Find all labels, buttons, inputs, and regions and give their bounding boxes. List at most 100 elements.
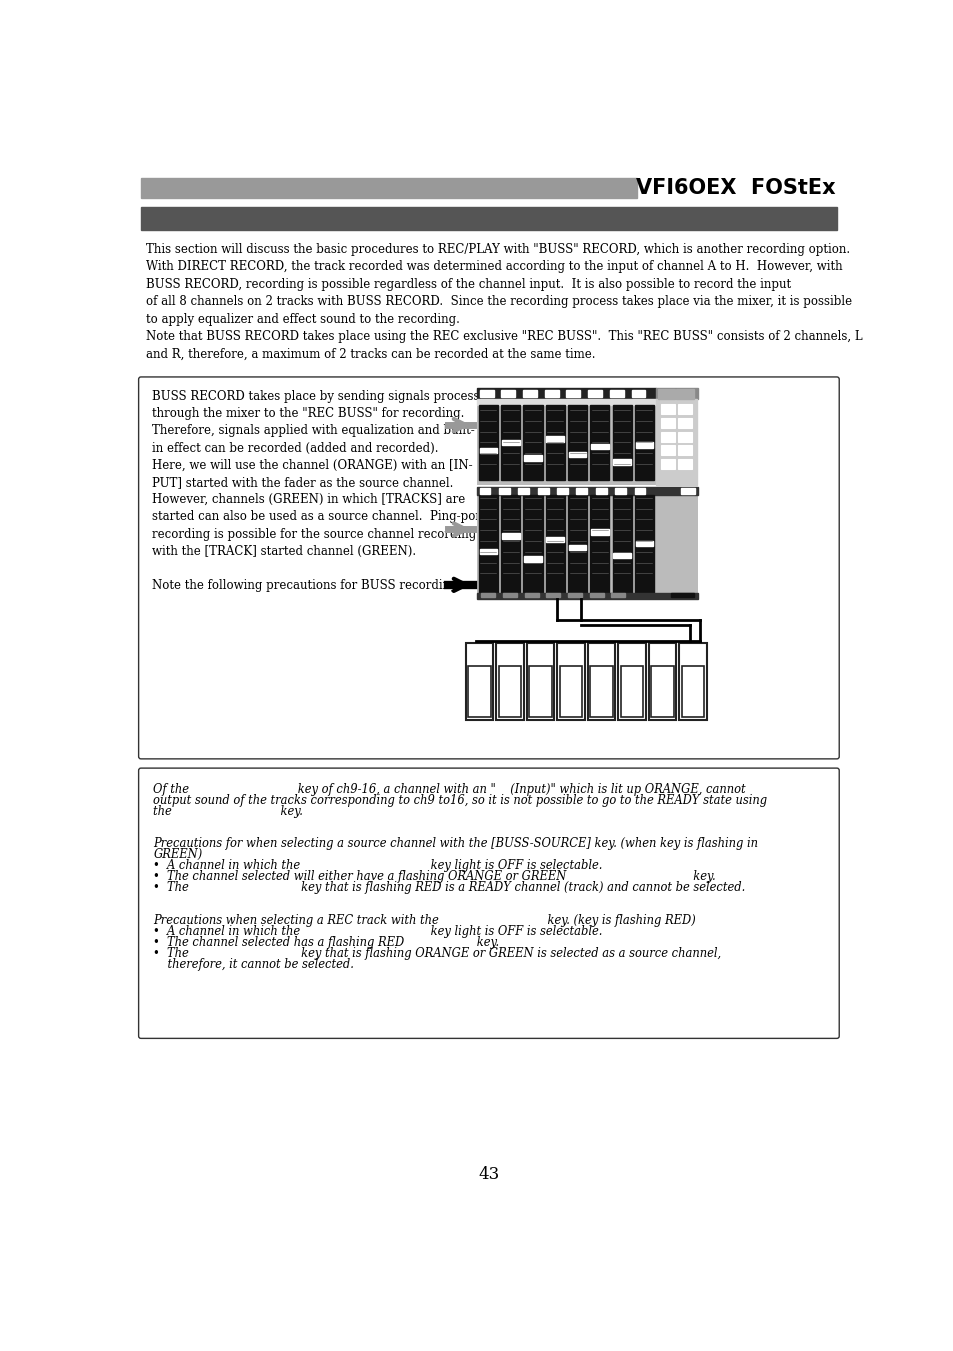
Text: •  The channel selected will either have a flashing ORANGE or GREEN             : • The channel selected will either have …: [153, 870, 715, 884]
Bar: [634, 405, 654, 480]
Bar: [568, 451, 586, 457]
Bar: [660, 459, 674, 469]
Bar: [634, 488, 645, 494]
Bar: [678, 417, 691, 428]
Bar: [478, 405, 497, 480]
Bar: [524, 593, 537, 597]
Bar: [476, 488, 698, 598]
Bar: [498, 488, 509, 494]
Text: VFI6OEX  FOStEx: VFI6OEX FOStEx: [635, 177, 835, 197]
Bar: [500, 405, 519, 480]
Bar: [557, 643, 584, 720]
Bar: [141, 177, 637, 197]
Text: •  The                               key that is flashing ORANGE or GREEN is sel: • The key that is flashing ORANGE or GRE…: [153, 947, 720, 959]
Bar: [476, 488, 698, 494]
Bar: [631, 390, 645, 397]
Bar: [612, 405, 631, 480]
Bar: [567, 494, 586, 593]
Bar: [476, 389, 698, 485]
Bar: [465, 643, 493, 720]
Bar: [517, 488, 529, 494]
Bar: [501, 440, 519, 446]
Text: Precautions when selecting a REC track with the                              key: Precautions when selecting a REC track w…: [153, 913, 696, 927]
FancyBboxPatch shape: [138, 377, 839, 759]
Bar: [620, 666, 642, 716]
Bar: [679, 643, 706, 720]
Bar: [523, 557, 541, 562]
Bar: [479, 447, 497, 453]
Bar: [476, 400, 655, 405]
Bar: [680, 666, 703, 716]
Bar: [546, 593, 559, 597]
Bar: [678, 404, 691, 413]
Bar: [678, 431, 691, 442]
Bar: [476, 389, 655, 400]
Bar: [526, 643, 554, 720]
Bar: [660, 417, 674, 428]
Bar: [591, 444, 608, 450]
Bar: [529, 666, 551, 716]
Bar: [567, 593, 581, 597]
Bar: [678, 459, 691, 469]
Text: 43: 43: [477, 1166, 499, 1183]
Bar: [502, 593, 517, 597]
Text: Precautions for when selecting a source channel with the [BUSS-SOURCE] key. (whe: Precautions for when selecting a source …: [153, 838, 758, 850]
Bar: [589, 593, 603, 597]
Bar: [612, 494, 631, 593]
Bar: [678, 446, 691, 455]
Bar: [500, 494, 519, 593]
Bar: [576, 488, 587, 494]
Text: •  The channel selected has a flashing RED                    key.: • The channel selected has a flashing RE…: [153, 936, 499, 948]
Bar: [567, 405, 586, 480]
Text: •  A channel in which the                                    key light is OFF is: • A channel in which the key light is OF…: [153, 859, 602, 873]
Bar: [498, 666, 520, 716]
Bar: [479, 488, 490, 494]
Bar: [611, 593, 624, 597]
Bar: [650, 666, 673, 716]
Bar: [656, 389, 698, 400]
Bar: [500, 390, 515, 397]
Bar: [596, 488, 606, 494]
Bar: [658, 389, 674, 399]
Bar: [141, 207, 836, 230]
Bar: [615, 488, 625, 494]
Text: BUSS RECORD takes place by sending signals processed
through the mixer to the "R: BUSS RECORD takes place by sending signa…: [152, 390, 494, 592]
Bar: [545, 494, 564, 593]
Text: output sound of the tracks corresponding to ch9 to16, so it is not possible to g: output sound of the tracks corresponding…: [153, 793, 766, 807]
Bar: [676, 389, 693, 399]
Bar: [609, 390, 623, 397]
Bar: [648, 643, 676, 720]
Bar: [618, 643, 645, 720]
Bar: [468, 666, 490, 716]
Bar: [660, 431, 674, 442]
Bar: [476, 593, 698, 598]
Bar: [545, 405, 564, 480]
Bar: [591, 530, 608, 535]
Bar: [613, 553, 630, 558]
Bar: [496, 643, 523, 720]
Bar: [546, 538, 563, 543]
Bar: [537, 488, 548, 494]
Bar: [522, 390, 537, 397]
FancyBboxPatch shape: [138, 769, 839, 1039]
Text: GREEN): GREEN): [153, 848, 202, 862]
Text: This section will discuss the basic procedures to REC/PLAY with "BUSS" RECORD, w: This section will discuss the basic proc…: [146, 243, 862, 361]
Bar: [590, 405, 609, 480]
Bar: [523, 405, 542, 480]
Bar: [479, 549, 497, 554]
Bar: [613, 459, 630, 465]
Bar: [656, 400, 696, 485]
Text: •  A channel in which the                                    key light is OFF is: • A channel in which the key light is OF…: [153, 925, 602, 938]
Bar: [479, 390, 493, 397]
Bar: [480, 593, 495, 597]
Text: therefore, it cannot be selected.: therefore, it cannot be selected.: [153, 958, 354, 970]
Bar: [523, 494, 542, 593]
Bar: [587, 390, 601, 397]
Bar: [635, 442, 653, 447]
Bar: [546, 436, 563, 442]
Bar: [559, 666, 581, 716]
Bar: [501, 534, 519, 539]
Bar: [566, 390, 579, 397]
Bar: [680, 488, 695, 494]
Bar: [544, 390, 558, 397]
